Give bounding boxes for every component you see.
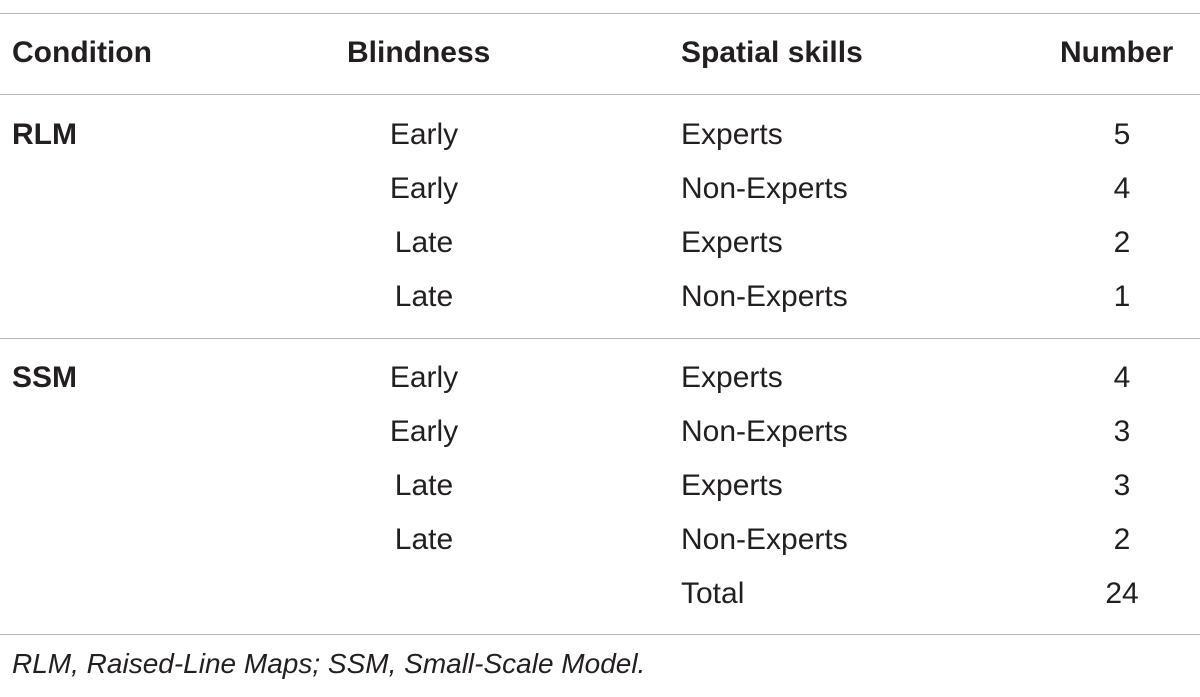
number-cell: 3 [1113,469,1131,502]
number-cell: 2 [1113,226,1131,259]
blindness-cell: Late [394,523,454,556]
total-label: Total [681,577,745,610]
header-blindness: Blindness [347,36,491,69]
blindness-cell: Late [394,280,454,313]
spatial-skills-cell: Experts [681,469,783,502]
number-cell: 1 [1113,280,1131,313]
total-number: 24 [1105,577,1139,610]
blindness-cell: Early [389,415,459,448]
condition-label: RLM [12,118,77,151]
spatial-skills-cell: Non-Experts [681,280,848,313]
number-cell: 2 [1113,523,1131,556]
table-footnote: RLM, Raised-Line Maps; SSM, Small-Scale … [12,648,646,679]
header-condition: Condition [12,36,152,69]
bottom-rule [0,634,1200,635]
spatial-skills-cell: Experts [681,226,783,259]
group-separator-rule [0,338,1200,339]
blindness-cell: Early [389,361,459,394]
header-number: Number [1060,36,1174,69]
spatial-skills-cell: Non-Experts [681,523,848,556]
blindness-cell: Early [389,172,459,205]
blindness-cell: Late [394,226,454,259]
spatial-skills-cell: Experts [681,118,783,151]
condition-label: SSM [12,361,78,394]
spatial-skills-cell: Non-Experts [681,415,848,448]
number-cell: 4 [1113,361,1131,394]
header-rule [0,94,1200,95]
blindness-cell: Late [394,469,454,502]
number-cell: 3 [1113,415,1131,448]
blindness-cell: Early [389,118,459,151]
number-cell: 4 [1113,172,1131,205]
top-rule [0,13,1200,14]
spatial-skills-cell: Non-Experts [681,172,848,205]
spatial-skills-cell: Experts [681,361,783,394]
number-cell: 5 [1113,118,1131,151]
header-spatial-skills: Spatial skills [681,36,863,69]
